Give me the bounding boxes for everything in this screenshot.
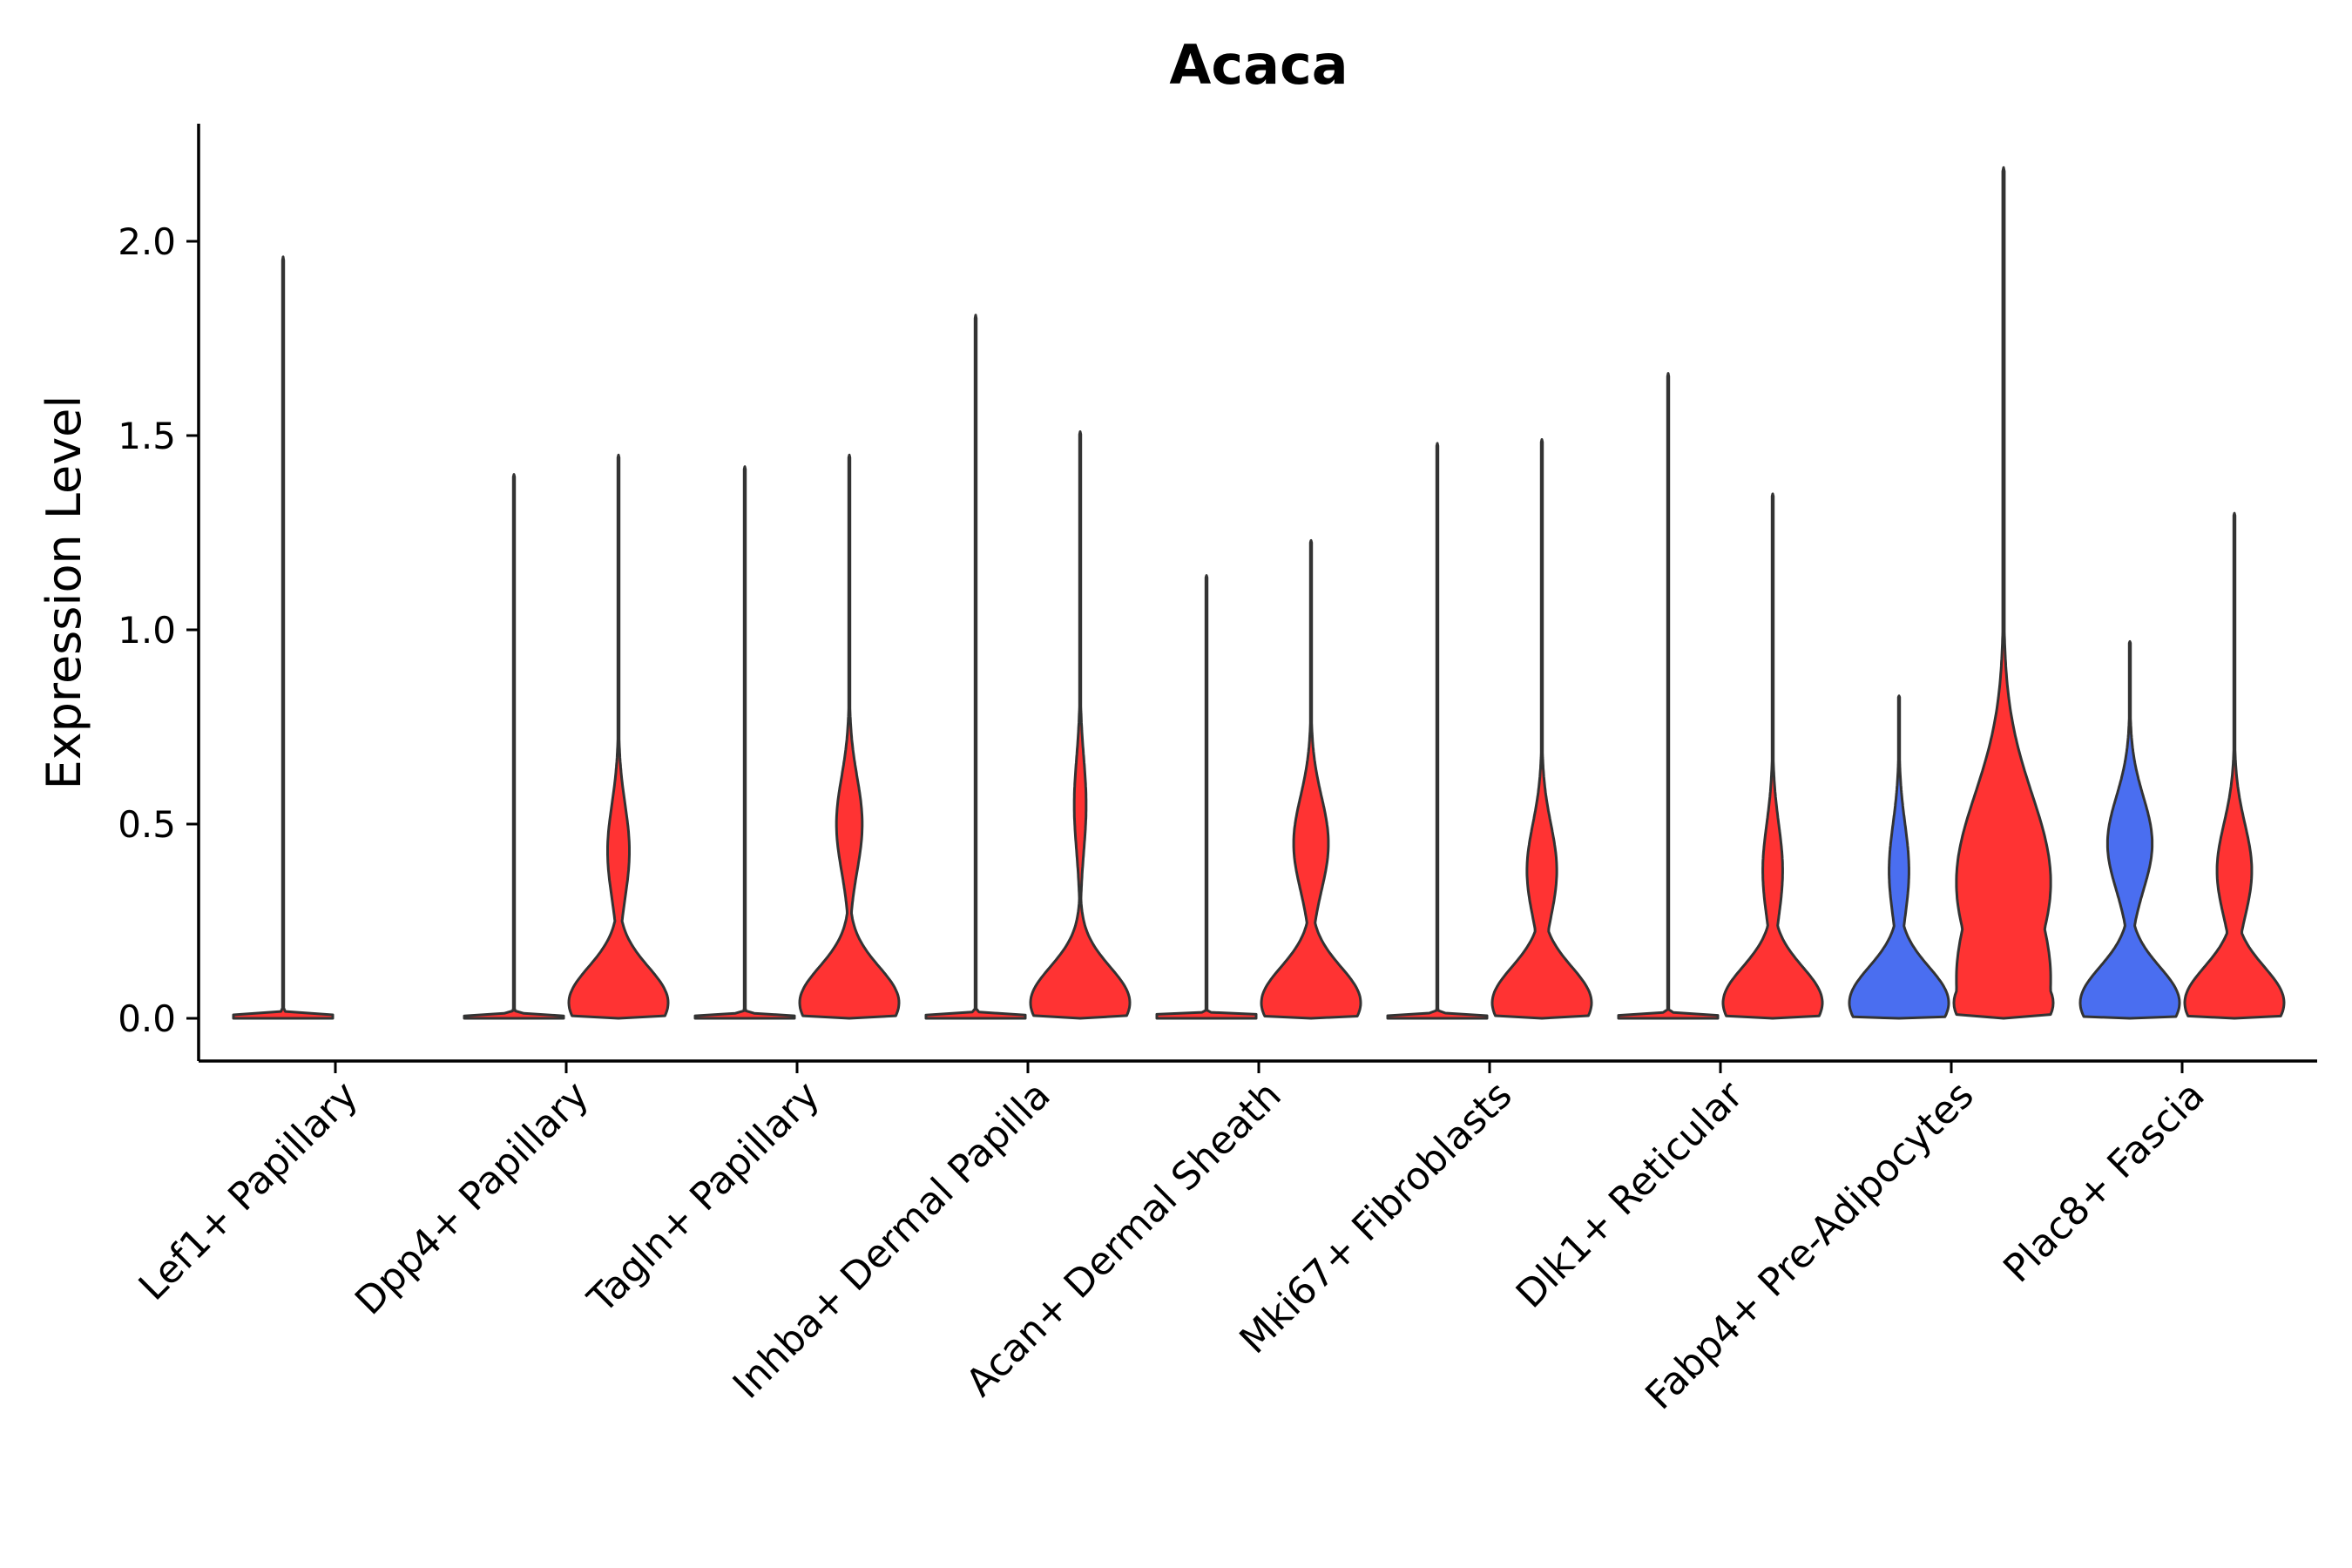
y-tick-label: 1.5	[118, 415, 176, 457]
violin-inhba-dermal-papilla-right	[1029, 430, 1132, 1020]
violin-fabp4-pre-adipocytes-right	[1952, 166, 2055, 1020]
violin-mki67-fibroblasts-left	[1386, 442, 1489, 1020]
violin-layer	[232, 166, 2286, 1020]
violin-acan-dermal-sheath-left	[1155, 574, 1258, 1020]
x-tick-label-lef1-papillary: Lef1+ Papillary	[131, 1073, 367, 1309]
violin-dlk1-reticular-right	[1721, 492, 1824, 1020]
violin-dpp4-papillary-left	[463, 473, 565, 1020]
x-tick-label-plac8-fascia: Plac8+ Fascia	[1995, 1073, 2213, 1292]
y-tick-label: 1.0	[118, 609, 176, 652]
y-tick-label: 2.0	[118, 220, 176, 263]
y-axis-ticks: 0.0 0.5 1.0 1.5 2.0	[118, 220, 199, 1040]
y-tick-label: 0.5	[118, 803, 176, 846]
violin-mki67-fibroblasts-right	[1490, 438, 1593, 1020]
violin-lef1-papillary-left	[232, 255, 335, 1020]
violin-inhba-dermal-papilla-left	[924, 314, 1027, 1020]
violin-fabp4-pre-adipocytes-left	[1848, 694, 1950, 1020]
x-tick-label-dpp4-papillary: Dpp4+ Papillary	[347, 1073, 598, 1324]
y-tick-label: 0.0	[118, 997, 176, 1040]
violin-acan-dermal-sheath-right	[1260, 538, 1362, 1020]
violin-plac8-fascia-left	[2078, 639, 2181, 1020]
violin-plac8-fascia-right	[2183, 511, 2286, 1020]
x-tick-label-tagln-papillary: Tagln+ Papillary	[579, 1073, 828, 1322]
violin-tagln-papillary-right	[798, 453, 901, 1020]
x-tick-label-dlk1-reticular: Dlk1+ Reticular	[1508, 1072, 1753, 1317]
violin-dpp4-papillary-right	[567, 453, 670, 1020]
violin-dlk1-reticular-left	[1617, 372, 1720, 1020]
chart-title: Acaca	[1169, 33, 1348, 97]
violin-tagln-papillary-left	[693, 465, 796, 1020]
y-axis-label: Expression Level	[37, 395, 91, 790]
